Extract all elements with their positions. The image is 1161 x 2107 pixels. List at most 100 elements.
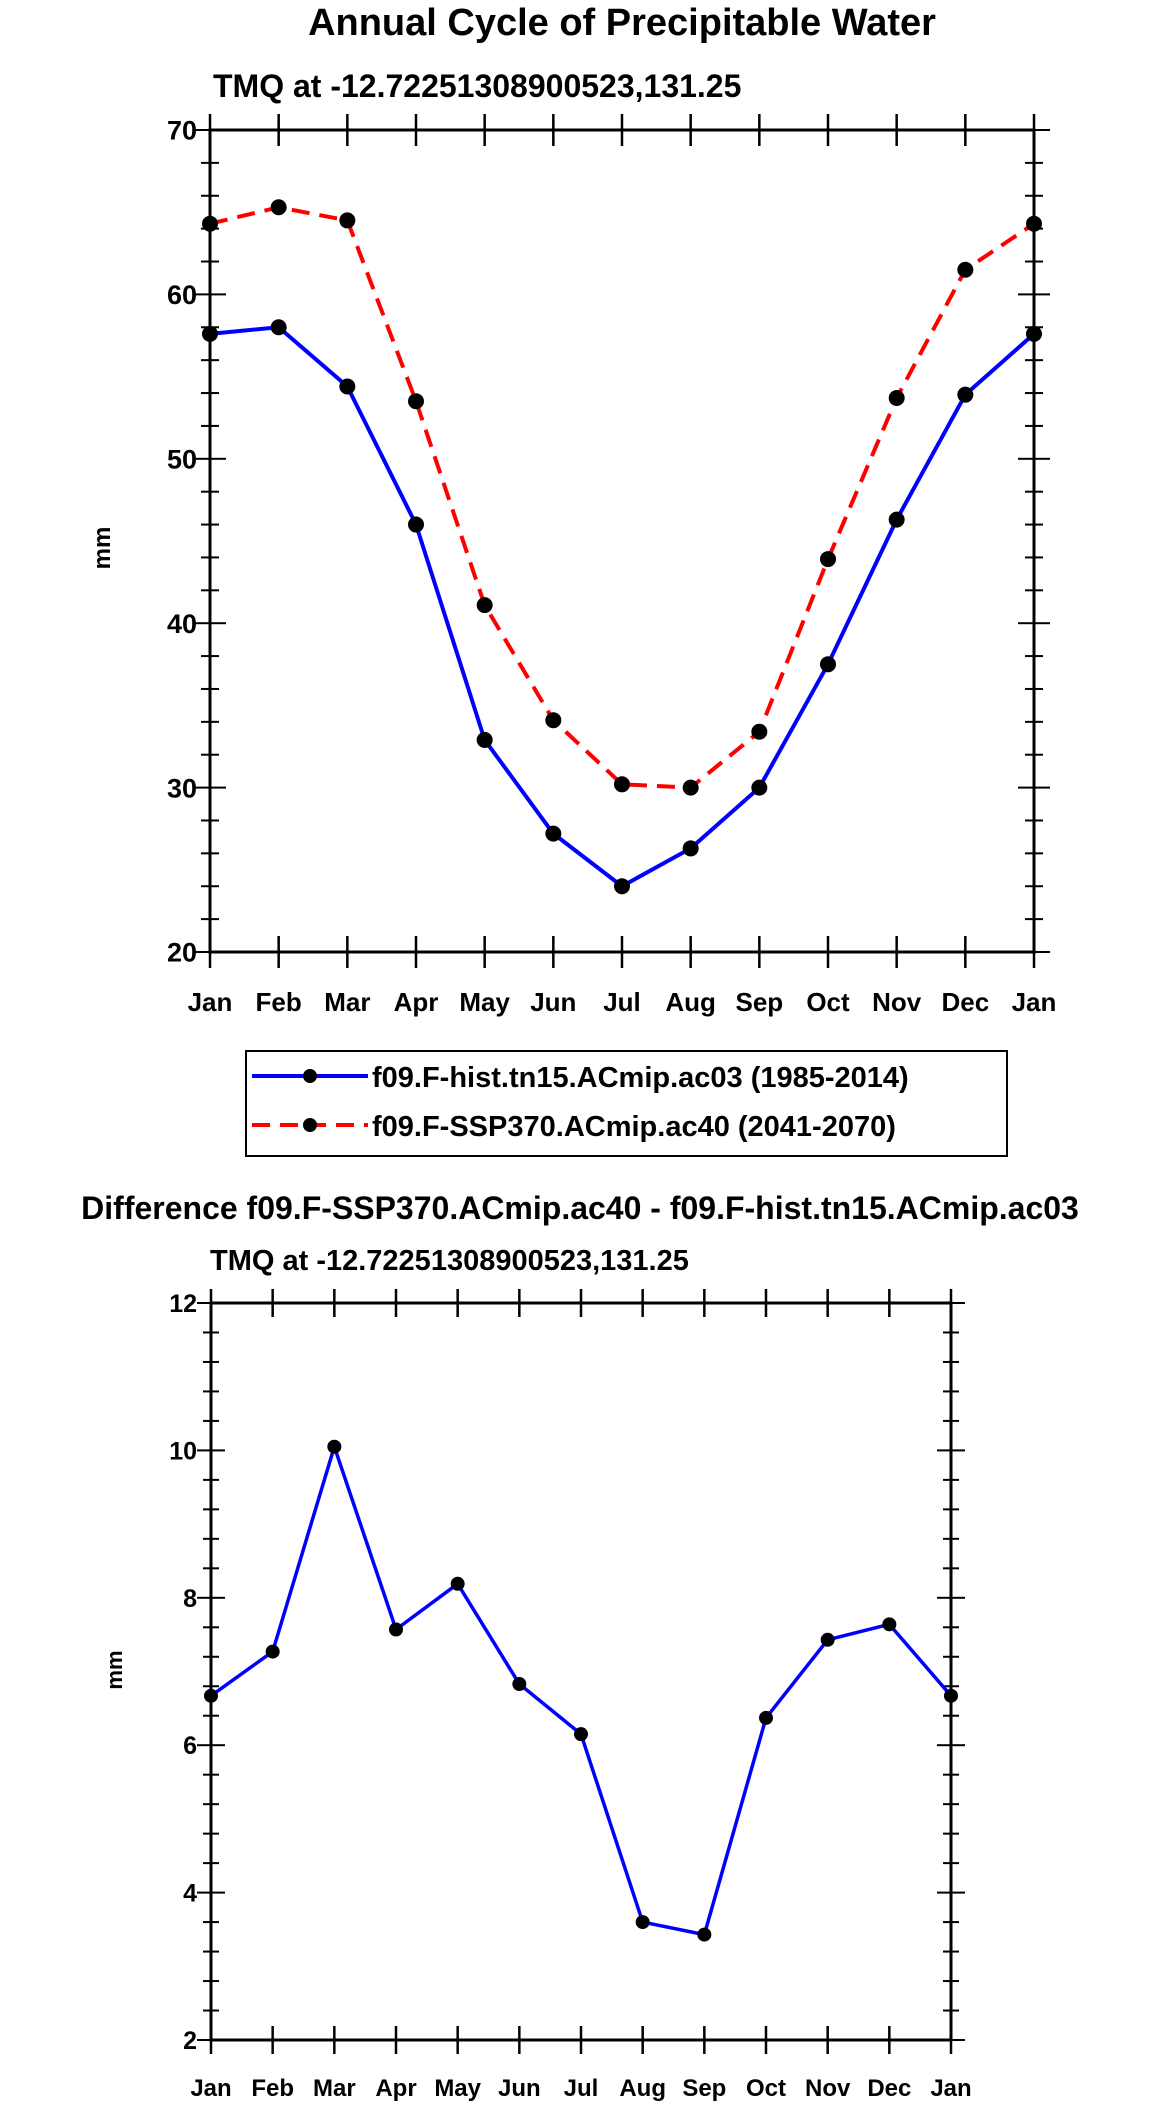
legend-item-hist: f09.F-hist.tn15.ACmip.ac03 (1985-2014)	[252, 1062, 909, 1094]
y-tick-label: 8	[183, 1585, 197, 1613]
y-tick-label: 30	[167, 773, 197, 803]
x-tick-label: Jan	[1012, 987, 1057, 1017]
series-line-0	[209, 325, 1036, 889]
x-tick-label: Jul	[603, 987, 641, 1017]
data-point	[614, 878, 630, 895]
legend-item-ssp370: f09.F-SSP370.ACmip.ac40 (2041-2070)	[252, 1111, 896, 1143]
data-point	[888, 511, 905, 528]
x-tick-label: Jan	[190, 2075, 231, 2102]
x-tick-label: Mar	[324, 987, 370, 1017]
x-tick-label: Jul	[564, 2075, 599, 2102]
y-tick-label: 6	[183, 1732, 197, 1760]
data-point	[476, 731, 493, 748]
legend-marker-ssp370	[303, 1118, 317, 1132]
data-point	[265, 1644, 280, 1659]
annual-cycle-chart: Annual Cycle of Precipitable Water TMQ a…	[89, 2, 1056, 1017]
x-tick-label: Mar	[313, 2075, 356, 2102]
data-point	[697, 1927, 712, 1942]
data-point	[545, 825, 562, 842]
chart-subtitle: TMQ at -12.72251308900523,131.25	[210, 1245, 689, 1277]
y-tick-label: 4	[183, 1880, 197, 1908]
data-point	[270, 199, 287, 216]
chart-title: Annual Cycle of Precipitable Water	[308, 2, 936, 44]
data-point	[327, 1439, 342, 1454]
x-tick-label: Jun	[498, 2075, 541, 2102]
plot-frame	[208, 128, 1036, 954]
data-point	[389, 1622, 403, 1637]
x-tick-label: Sep	[682, 2075, 726, 2102]
chart-title: Difference f09.F-SSP370.ACmip.ac40 - f09…	[81, 1190, 1079, 1226]
data-point	[957, 386, 974, 403]
data-point	[408, 393, 424, 410]
data-point	[614, 776, 630, 793]
x-tick-label: May	[434, 2075, 481, 2102]
legend: f09.F-hist.tn15.ACmip.ac03 (1985-2014) f…	[245, 1050, 1008, 1157]
plot-area: Jan Feb Mar Apr May Jun Jul Aug Sep Oct Nov Dec Jan 2…	[167, 114, 1056, 1017]
plot-area: Jan Feb Mar Apr May Jun Jul Aug Sep Oct Nov Dec Jan 2…	[169, 1289, 972, 2102]
plot-frame	[209, 1301, 953, 2042]
y-tick-label: 50	[167, 445, 197, 475]
difference-chart: Difference f09.F-SSP370.ACmip.ac40 - f09…	[81, 1190, 1079, 2102]
y-tick-label: 40	[167, 609, 197, 639]
data-point	[944, 1688, 958, 1703]
y-tick-label: 20	[167, 938, 197, 968]
x-tick-label: May	[459, 987, 510, 1017]
x-tick-label: Apr	[394, 987, 439, 1017]
y-axis-label: mm	[89, 527, 116, 570]
x-tick-label: Nov	[805, 2075, 851, 2102]
data-point	[339, 378, 356, 395]
y-tick-label: 60	[167, 280, 197, 310]
x-tick-label: Feb	[251, 2075, 294, 2102]
x-tick-label: Jan	[188, 987, 233, 1017]
data-point	[476, 597, 493, 614]
data-point	[635, 1915, 650, 1930]
data-point	[820, 551, 836, 568]
y-tick-label: 2	[183, 2027, 197, 2055]
x-tick-label: Apr	[375, 2075, 416, 2102]
x-tick-label: Jan	[930, 2075, 971, 2102]
legend-label-hist: f09.F-hist.tn15.ACmip.ac03 (1985-2014)	[372, 1062, 909, 1094]
data-point	[574, 1727, 588, 1742]
data-point	[751, 723, 768, 740]
data-point	[204, 1688, 218, 1703]
x-tick-label: Jun	[530, 987, 576, 1017]
data-point	[759, 1710, 773, 1725]
data-point	[202, 325, 218, 342]
x-tick-label: Sep	[735, 987, 783, 1017]
x-tick-label: Aug	[665, 987, 716, 1017]
data-point	[339, 212, 356, 229]
x-tick-label: Aug	[619, 2075, 666, 2102]
legend-box	[245, 1050, 1008, 1157]
data-point	[1026, 215, 1042, 232]
x-tick-label: Oct	[806, 987, 850, 1017]
legend-label-ssp370: f09.F-SSP370.ACmip.ac40 (2041-2070)	[372, 1111, 896, 1143]
data-point	[682, 779, 699, 796]
data-point	[820, 1632, 835, 1647]
x-tick-label: Oct	[746, 2075, 786, 2102]
y-tick-label: 70	[167, 116, 197, 146]
data-point	[545, 712, 562, 729]
data-point	[202, 215, 218, 232]
x-tick-label: Nov	[872, 987, 922, 1017]
data-point	[1026, 325, 1042, 342]
data-point	[882, 1617, 897, 1632]
chart-subtitle: TMQ at -12.72251308900523,131.25	[213, 68, 741, 104]
y-tick-label: 12	[169, 1290, 197, 1318]
data-point	[682, 840, 699, 857]
data-point	[888, 389, 905, 406]
series-line-0	[209, 1444, 953, 1937]
legend-marker-hist	[303, 1069, 317, 1083]
data-point	[751, 779, 768, 796]
x-tick-label: Dec	[867, 2075, 911, 2102]
x-tick-label: Feb	[256, 987, 302, 1017]
x-tick-label: Dec	[941, 987, 989, 1017]
data-point	[450, 1576, 465, 1591]
y-axis-label: mm	[102, 1650, 127, 1689]
data-point	[512, 1677, 527, 1692]
data-point	[408, 516, 424, 533]
data-point	[957, 261, 974, 278]
data-point	[270, 319, 287, 336]
y-tick-label: 10	[169, 1437, 197, 1465]
data-point	[820, 656, 836, 673]
